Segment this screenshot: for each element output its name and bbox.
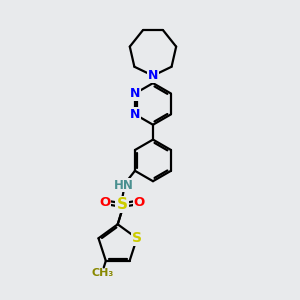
Text: N: N	[148, 69, 158, 82]
Text: CH₃: CH₃	[91, 268, 113, 278]
Text: S: S	[117, 197, 128, 212]
Text: N: N	[130, 87, 140, 100]
Text: S: S	[132, 231, 142, 245]
Text: O: O	[134, 196, 145, 209]
Text: O: O	[99, 196, 111, 209]
Text: HN: HN	[114, 178, 134, 192]
Text: N: N	[130, 108, 140, 121]
